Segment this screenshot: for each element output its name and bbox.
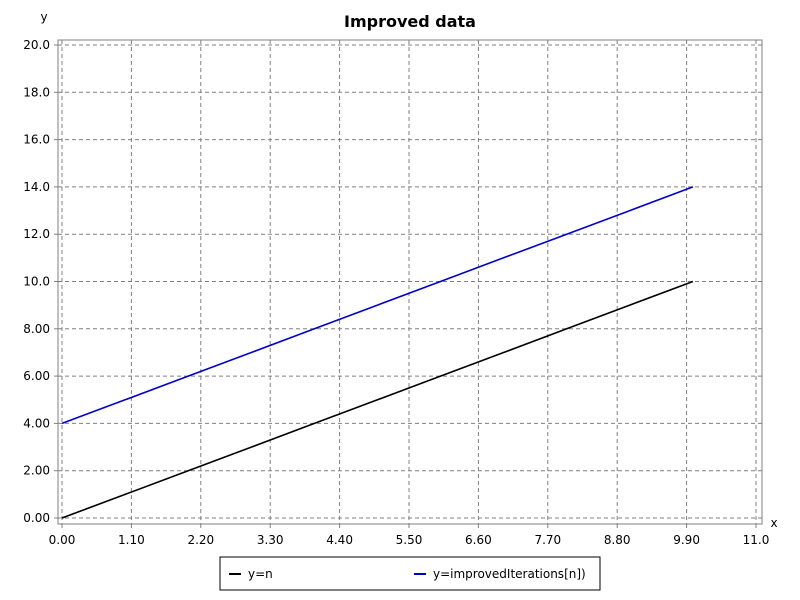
y-axis: 0.00 2.00 4.00 6.00 8.00 10.0 12.0 14.0 16.0 18.0…	[23, 38, 58, 525]
y-tick-label: 10.0	[23, 275, 50, 289]
x-axis: 0.00 1.10 2.20 3.30 4.40 5.50 6.60 7.70 8.80 9.90…	[49, 524, 770, 547]
x-tick-label: 3.30	[257, 533, 284, 547]
legend-label-1: y=n	[248, 567, 273, 581]
x-tick-label: 4.40	[326, 533, 353, 547]
y-tick-label: 2.00	[23, 464, 50, 478]
x-tick-label: 7.70	[534, 533, 561, 547]
y-tick-label: 8.00	[23, 322, 50, 336]
legend: y=n y=improvedIterations[n])	[219, 556, 601, 591]
y-tick-label: 16.0	[23, 133, 50, 147]
x-axis-label: x	[770, 516, 777, 530]
x-tick-label: 9.90	[673, 533, 700, 547]
y-tick-label: 18.0	[23, 85, 50, 99]
series-line-2	[61, 186, 694, 425]
y-tick-label: 20.0	[23, 38, 50, 52]
y-tick-label: 6.00	[23, 369, 50, 383]
grid	[58, 40, 762, 524]
series-group	[61, 186, 694, 519]
legend-label-2: y=improvedIterations[n])	[433, 567, 586, 581]
x-tick-label: 0.00	[49, 533, 76, 547]
y-axis-label: y	[40, 10, 47, 24]
x-tick-label: 11.0	[743, 533, 770, 547]
legend-box	[219, 556, 601, 591]
x-tick-label: 8.80	[604, 533, 631, 547]
y-tick-label: 4.00	[23, 416, 50, 430]
x-tick-label: 2.20	[187, 533, 214, 547]
x-tick-label: 5.50	[396, 533, 423, 547]
series-line-1	[61, 280, 694, 519]
x-tick-label: 6.60	[465, 533, 492, 547]
x-tick-label: 1.10	[118, 533, 145, 547]
y-tick-label: 0.00	[23, 511, 50, 525]
chart-title: Improved data	[344, 12, 476, 31]
y-tick-label: 14.0	[23, 180, 50, 194]
y-tick-label: 12.0	[23, 227, 50, 241]
